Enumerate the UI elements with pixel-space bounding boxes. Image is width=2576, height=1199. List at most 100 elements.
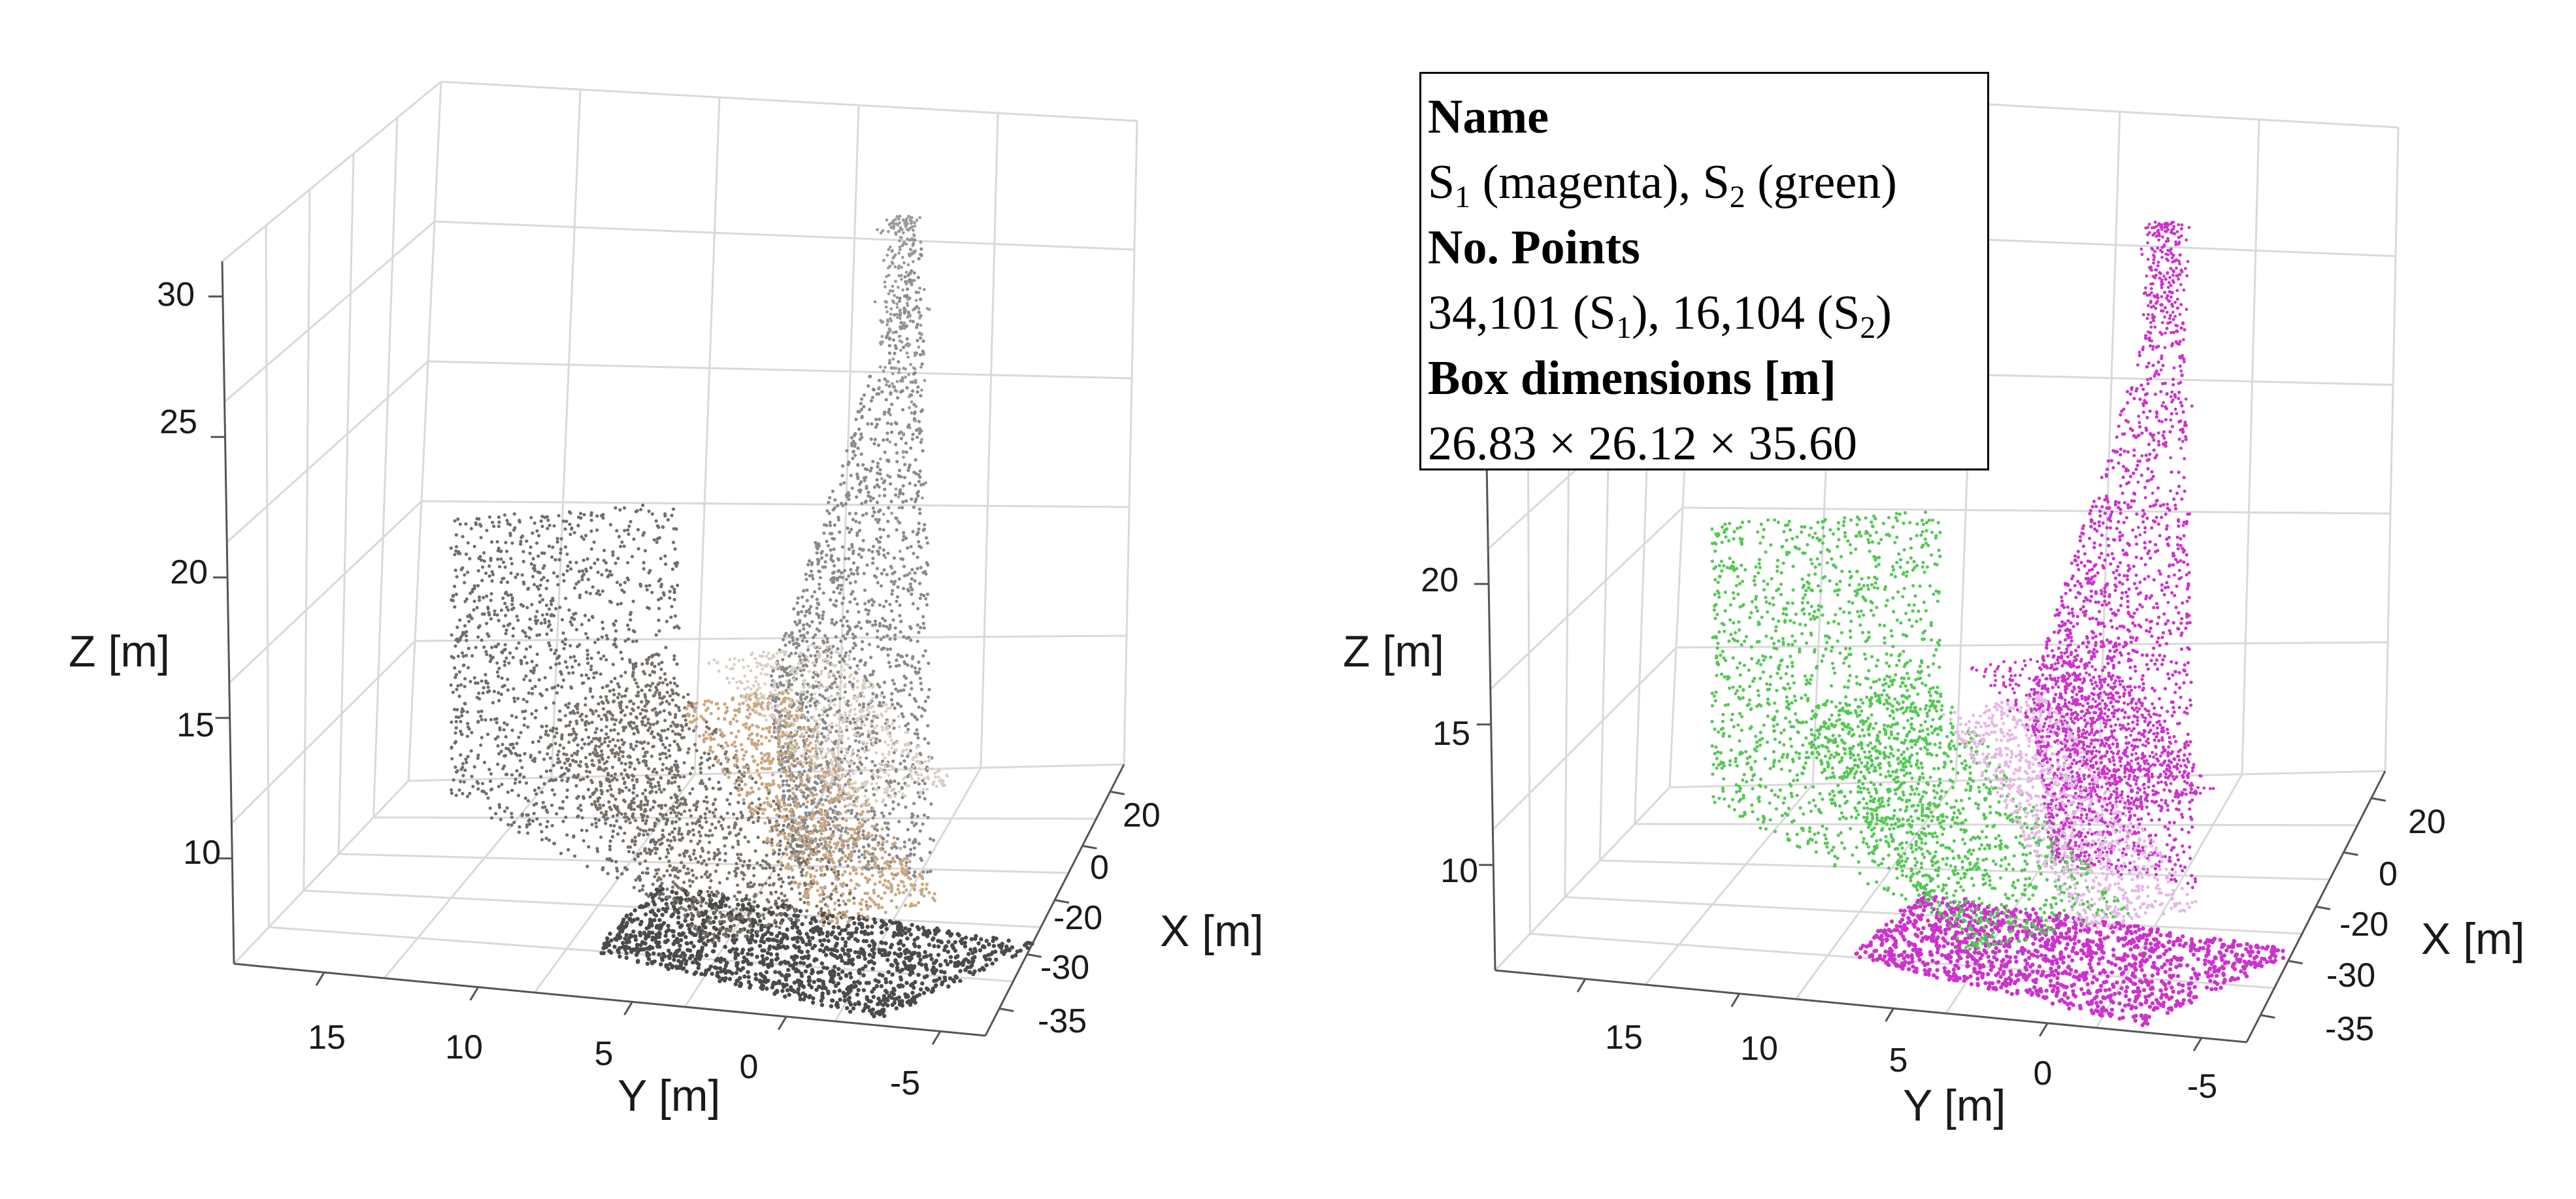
- point: [820, 931, 825, 936]
- point: [497, 752, 501, 756]
- point: [823, 634, 827, 638]
- point: [825, 714, 829, 717]
- point: [874, 418, 878, 421]
- point: [843, 690, 847, 694]
- point: [919, 687, 924, 691]
- point: [657, 618, 661, 622]
- point: [563, 545, 568, 549]
- point: [757, 919, 763, 923]
- point: [616, 832, 620, 836]
- point: [877, 947, 882, 952]
- point: [871, 692, 875, 696]
- point: [796, 610, 801, 615]
- point: [633, 835, 637, 840]
- point: [839, 587, 843, 591]
- point: [943, 945, 948, 949]
- point: [652, 744, 655, 748]
- point: [472, 544, 476, 548]
- point: [917, 667, 921, 671]
- point: [883, 450, 887, 454]
- point: [697, 830, 701, 834]
- point: [899, 557, 903, 561]
- point: [880, 691, 884, 695]
- point: [861, 538, 865, 542]
- point: [595, 727, 599, 731]
- point: [845, 619, 849, 623]
- point: [712, 944, 718, 948]
- point: [561, 678, 566, 682]
- point: [912, 372, 916, 376]
- point: [912, 505, 916, 509]
- point: [623, 812, 627, 816]
- point: [880, 390, 884, 394]
- point: [808, 704, 812, 708]
- point: [625, 868, 629, 872]
- point: [882, 624, 885, 628]
- point: [819, 961, 825, 966]
- point: [518, 772, 522, 776]
- point: [665, 619, 669, 623]
- point: [856, 988, 861, 993]
- point: [454, 715, 458, 719]
- point: [699, 756, 703, 760]
- point: [909, 847, 913, 851]
- point: [480, 781, 485, 785]
- point: [861, 548, 865, 552]
- point: [646, 957, 652, 961]
- point: [818, 576, 822, 580]
- point: [580, 535, 584, 539]
- point: [454, 644, 457, 648]
- point: [806, 648, 810, 652]
- point: [589, 687, 593, 691]
- point: [806, 710, 810, 714]
- point: [678, 932, 682, 938]
- point: [736, 800, 740, 804]
- point: [520, 766, 524, 770]
- point: [792, 980, 797, 985]
- point: [856, 726, 860, 730]
- point: [692, 932, 697, 938]
- point: [608, 689, 612, 693]
- point: [628, 917, 633, 921]
- point: [903, 463, 907, 467]
- point: [661, 951, 666, 957]
- point: [702, 799, 706, 803]
- point: [579, 516, 583, 520]
- point: [950, 943, 955, 947]
- point: [699, 770, 702, 774]
- point: [678, 954, 683, 959]
- point: [851, 572, 855, 576]
- point: [875, 423, 879, 427]
- point: [896, 396, 900, 400]
- point: [723, 859, 727, 862]
- point: [889, 580, 893, 583]
- point: [796, 990, 801, 995]
- point: [827, 501, 831, 504]
- point: [890, 592, 894, 596]
- point: [936, 938, 940, 944]
- point: [829, 947, 834, 952]
- point: [794, 641, 798, 645]
- point: [821, 639, 825, 643]
- point: [857, 968, 862, 972]
- point: [819, 556, 824, 560]
- point: [538, 593, 542, 598]
- point: [786, 841, 790, 845]
- point: [778, 848, 782, 852]
- point: [878, 418, 882, 421]
- point: [663, 752, 667, 756]
- point: [801, 604, 805, 608]
- point: [882, 438, 885, 442]
- point: [917, 842, 921, 846]
- point: [659, 923, 664, 928]
- point: [847, 547, 851, 551]
- point: [878, 546, 882, 550]
- point: [525, 825, 529, 829]
- point: [556, 683, 560, 687]
- point: [584, 723, 587, 727]
- point: [553, 558, 557, 562]
- point: [823, 666, 827, 670]
- point: [784, 983, 789, 987]
- point: [800, 922, 804, 927]
- point: [963, 944, 968, 949]
